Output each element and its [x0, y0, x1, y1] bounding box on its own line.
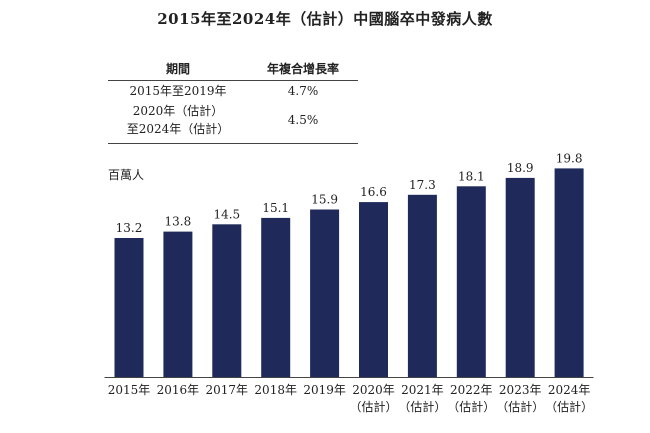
- data-label: 13.8: [165, 215, 192, 229]
- data-label: 16.6: [360, 185, 387, 199]
- data-label: 15.9: [311, 193, 338, 207]
- x-tick-label: 2022年: [450, 383, 493, 397]
- data-label: 17.3: [409, 178, 436, 192]
- data-label: 18.9: [507, 161, 534, 175]
- x-tick-label: 2017年: [206, 383, 249, 397]
- cagr-header-period: 期間: [108, 58, 248, 81]
- bar: [163, 231, 193, 377]
- table-bottom-rule: [108, 143, 358, 144]
- x-tick-note: （估計）: [496, 399, 544, 414]
- x-tick-label: 2023年: [499, 383, 542, 397]
- x-tick-label: 2019年: [303, 383, 346, 397]
- cagr-period: 2020年（估計） 至2024年（估計）: [108, 101, 248, 139]
- bar: [554, 168, 584, 377]
- bar: [456, 186, 486, 377]
- bar: [212, 224, 242, 377]
- cagr-period-line: 至2024年（估計）: [126, 122, 230, 136]
- bar: [310, 209, 340, 377]
- bar: [114, 238, 144, 377]
- x-tick-label: 2016年: [157, 383, 200, 397]
- y-axis-unit-label: 百萬人: [108, 168, 145, 182]
- x-tick-label: 2018年: [254, 383, 297, 397]
- bar: [407, 194, 437, 377]
- x-tick-note: （估計）: [349, 399, 397, 414]
- data-label: 19.8: [556, 151, 583, 165]
- cagr-rate: 4.5%: [287, 113, 319, 127]
- data-label: 14.5: [213, 207, 240, 221]
- x-tick-note: （估計）: [447, 399, 495, 414]
- x-tick-label: 2020年: [352, 383, 395, 397]
- cagr-row: 2015年至2019年 4.7%: [108, 81, 358, 102]
- x-tick-note: （估計）: [398, 399, 446, 414]
- x-tick-note: （估計）: [545, 399, 593, 414]
- data-label: 13.2: [116, 221, 143, 235]
- x-tick-label: 2024年: [548, 383, 591, 397]
- x-tick-label: 2015年: [108, 383, 151, 397]
- cagr-row: 2020年（估計） 至2024年（估計） 4.5%: [108, 101, 358, 139]
- cagr-period: 2015年至2019年: [129, 84, 227, 98]
- x-tick-label: 2021年: [401, 383, 444, 397]
- bar: [359, 202, 388, 377]
- data-label: 15.1: [262, 201, 289, 215]
- data-label: 18.1: [458, 169, 485, 183]
- cagr-header-rate: 年複合增長率: [248, 58, 358, 81]
- cagr-table: 期間 年複合增長率 2015年至2019年 4.7% 2020年（估計） 至20…: [108, 58, 358, 139]
- bar: [261, 217, 291, 377]
- bar: [505, 177, 535, 377]
- cagr-rate: 4.7%: [287, 84, 319, 98]
- cagr-period-line: 2020年（估計）: [132, 104, 224, 118]
- chart-title: 2015年至2024年（估計）中國腦卒中發病人數: [157, 10, 493, 28]
